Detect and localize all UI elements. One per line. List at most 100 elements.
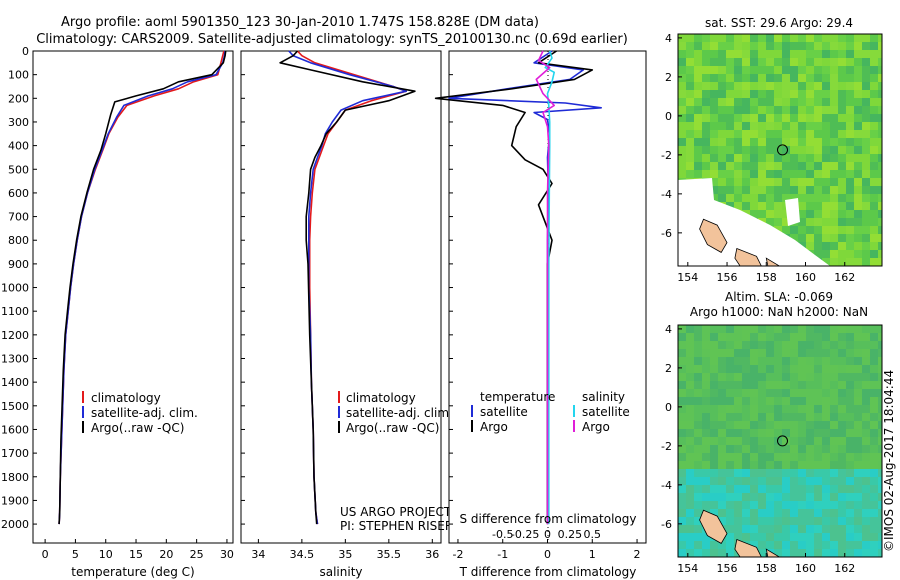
map-cell <box>726 549 734 557</box>
map-cell <box>854 445 862 453</box>
map-cell <box>734 130 742 138</box>
map-cell <box>822 242 830 250</box>
map-cell <box>870 114 878 122</box>
map-cell <box>726 517 734 525</box>
map-cell <box>686 413 694 421</box>
map-cell <box>830 325 838 333</box>
map-cell <box>742 493 750 501</box>
map-cell <box>718 501 726 509</box>
map-cell <box>854 114 862 122</box>
map-cell <box>742 154 750 162</box>
map-cell <box>782 66 790 74</box>
map-cell <box>734 122 742 130</box>
map-cell <box>822 66 830 74</box>
map-cell <box>854 162 862 170</box>
map-cell <box>798 365 806 373</box>
sst-map-frame <box>677 33 883 267</box>
map-cell <box>710 114 718 122</box>
map-cell <box>718 341 726 349</box>
map-cell <box>798 525 806 533</box>
map-cell <box>694 170 702 178</box>
map-cell <box>710 461 718 469</box>
map-cell <box>678 90 686 98</box>
map-cell <box>710 90 718 98</box>
map-cell <box>718 162 726 170</box>
temperature-x-label: temperature (deg C) <box>71 565 194 579</box>
map-cell <box>710 349 718 357</box>
map-cell <box>846 90 854 98</box>
map-cell <box>830 373 838 381</box>
map-cell <box>750 82 758 90</box>
map-cell <box>710 357 718 365</box>
temperature-panel: 0100200300400500600700800900100011001200… <box>1 45 234 579</box>
map-cell <box>678 341 686 349</box>
map-cell <box>726 138 734 146</box>
map-cell <box>742 325 750 333</box>
map-cell <box>846 397 854 405</box>
map-cell <box>758 42 766 50</box>
depth-tick-label: 300 <box>8 116 29 129</box>
map-cell <box>846 429 854 437</box>
map-cell <box>790 509 798 517</box>
lat-tick-label: 4 <box>665 32 672 45</box>
map-cell <box>694 485 702 493</box>
map-cell <box>822 533 830 541</box>
map-cell <box>822 154 830 162</box>
map-cell <box>806 429 814 437</box>
map-cell <box>710 34 718 42</box>
lon-tick-label: 158 <box>756 562 777 575</box>
map-cell <box>854 421 862 429</box>
map-cell <box>742 170 750 178</box>
map-cell <box>838 429 846 437</box>
map-cell <box>702 453 710 461</box>
map-cell <box>678 42 686 50</box>
map-cell <box>710 453 718 461</box>
map-cell <box>870 333 878 341</box>
map-cell <box>846 218 854 226</box>
map-cell <box>694 106 702 114</box>
map-cell <box>782 413 790 421</box>
map-cell <box>822 325 830 333</box>
s-diff-tick-label: 0.5 <box>584 528 602 541</box>
map-cell <box>806 58 814 66</box>
map-cell <box>774 517 782 525</box>
series-line-argo-raw-qc- <box>58 50 227 525</box>
sla-map-title: Altim. SLA: -0.069 <box>725 290 833 304</box>
map-cell <box>766 194 774 202</box>
map-cell <box>750 66 758 74</box>
map-cell <box>742 178 750 186</box>
map-cell <box>742 413 750 421</box>
map-cell <box>766 186 774 194</box>
map-cell <box>766 146 774 154</box>
island-landmass <box>765 548 781 557</box>
map-cell <box>790 98 798 106</box>
map-cell <box>734 341 742 349</box>
map-cell <box>830 509 838 517</box>
map-cell <box>798 42 806 50</box>
map-cell <box>846 493 854 501</box>
map-cell <box>718 114 726 122</box>
map-cell <box>870 58 878 66</box>
map-cell <box>758 98 766 106</box>
map-cell <box>838 98 846 106</box>
salinity-series <box>279 50 416 525</box>
map-cell <box>766 469 774 477</box>
map-cell <box>814 82 822 90</box>
map-cell <box>718 349 726 357</box>
map-cell <box>750 445 758 453</box>
map-cell <box>878 178 882 186</box>
map-cell <box>862 405 870 413</box>
map-cell <box>822 429 830 437</box>
map-cell <box>854 469 862 477</box>
map-cell <box>822 162 830 170</box>
map-cell <box>870 429 878 437</box>
map-cell <box>678 501 686 509</box>
map-cell <box>710 106 718 114</box>
map-cell <box>854 413 862 421</box>
map-cell <box>766 525 774 533</box>
map-cell <box>862 218 870 226</box>
depth-tick-label: 1200 <box>1 329 29 342</box>
map-cell <box>694 34 702 42</box>
map-cell <box>758 202 766 210</box>
lat-tick-label: -2 <box>661 149 672 162</box>
